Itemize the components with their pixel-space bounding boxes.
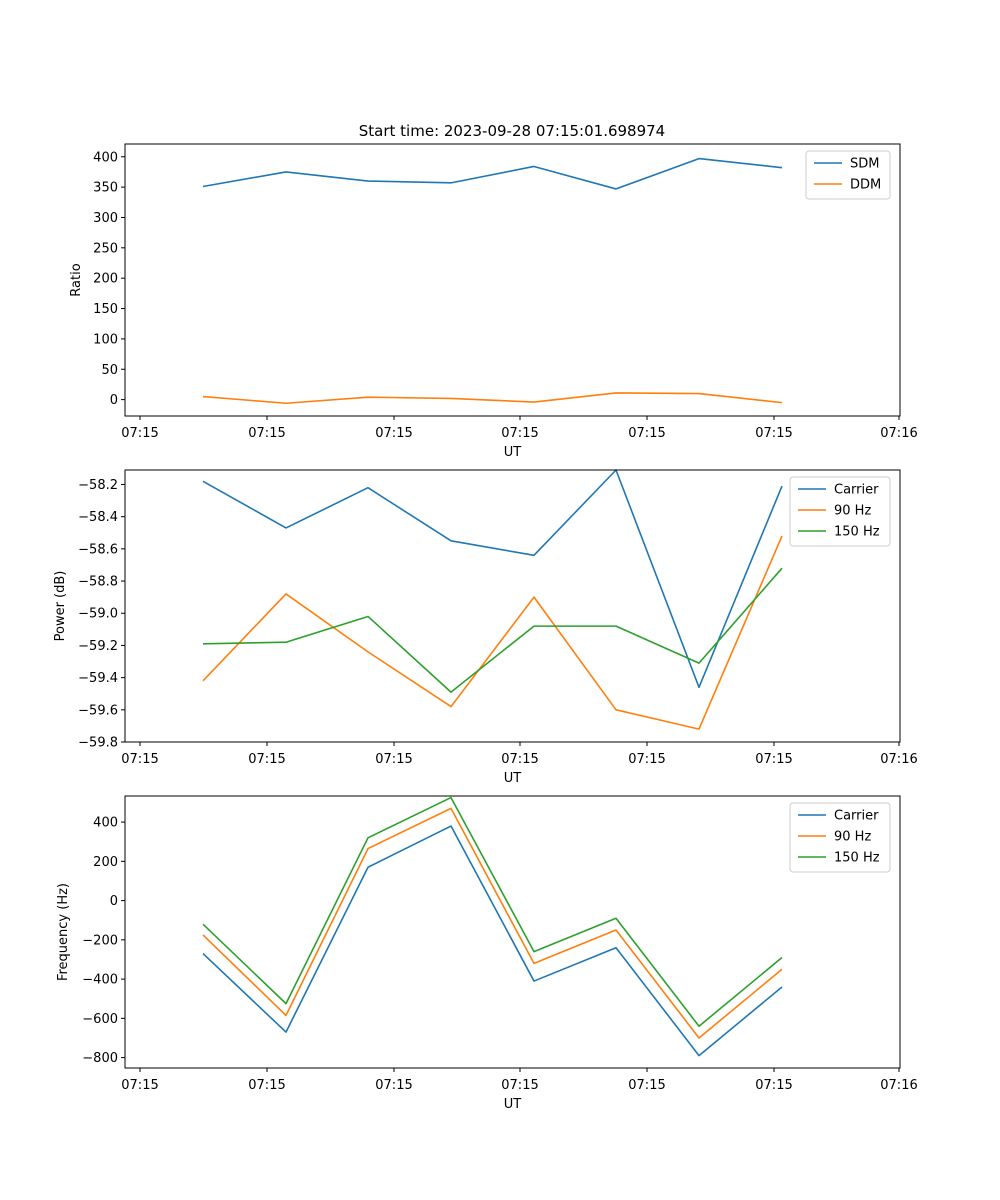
axes-frame — [124, 143, 901, 417]
x-tick-label: 07:16 — [880, 752, 917, 767]
y-tick-label: −800 — [82, 1051, 118, 1066]
series-line-ddm — [202, 392, 783, 405]
x-tick-label: 07:15 — [375, 752, 412, 767]
y-tick-label: −400 — [82, 973, 118, 988]
series-line-carrier — [202, 825, 783, 1057]
x-tick-label: 07:15 — [375, 1078, 412, 1093]
legend-entry-label: Carrier — [834, 809, 879, 824]
y-tick-label: 200 — [93, 272, 118, 287]
y-tick-label: −59.6 — [78, 703, 118, 718]
y-axis-label: Power (dB) — [53, 571, 68, 642]
y-tick-label: −59.4 — [78, 671, 118, 686]
y-tick-label: −600 — [82, 1012, 118, 1027]
x-tick-label: 07:16 — [880, 1078, 917, 1093]
legend-entry-label: DDM — [850, 178, 881, 193]
charts: 0 50 100 150 200 250 300 350 400 07:15 07:15 07:15 0… — [53, 143, 918, 1112]
y-tick-label: 0 — [110, 894, 118, 909]
legend-entry-label: 150 Hz — [834, 525, 880, 540]
chart-panel-3: −800 −600 −400 −200 0 200 400 07:15 07:15 07:15 07… — [56, 795, 918, 1112]
chart-panel-2: −59.8 −59.6 −59.4 −59.2 −59.0 −58.8 −58.6 −58.4… — [53, 469, 918, 786]
series-line-sdm — [202, 157, 783, 190]
series-line-carrier — [202, 469, 783, 689]
series-line-150-hz — [202, 567, 783, 693]
y-tick-label: −58.4 — [78, 510, 118, 525]
y-tick-label: 300 — [93, 211, 118, 226]
y-tick-label: 400 — [93, 816, 118, 831]
legend-box — [789, 802, 891, 873]
x-tick-label: 07:16 — [880, 426, 917, 441]
y-tick-label: 250 — [93, 241, 118, 256]
axes-frame — [124, 795, 901, 1069]
plot-area — [125, 796, 900, 1068]
legend-entry-label: Carrier — [834, 483, 879, 498]
x-tick-label: 07:15 — [501, 752, 538, 767]
x-tick-label: 07:15 — [501, 1078, 538, 1093]
x-axis-label: UT — [504, 771, 522, 786]
x-tick-label: 07:15 — [121, 752, 158, 767]
y-tick-label: 100 — [93, 332, 118, 347]
x-tick-label: 07:15 — [628, 1078, 665, 1093]
x-axis-label: UT — [504, 1097, 522, 1112]
legend-box — [789, 476, 891, 547]
y-tick-label: −58.6 — [78, 542, 118, 557]
figure-title: Start time: 2023-09-28 07:15:01.698974 — [359, 122, 665, 140]
y-tick-label: 50 — [101, 363, 118, 378]
y-tick-label: −59.2 — [78, 639, 118, 654]
y-tick-label: 200 — [93, 855, 118, 870]
y-axis-label: Ratio — [69, 263, 84, 296]
series-line-90-hz — [202, 807, 783, 1039]
legend-entry-label: SDM — [850, 157, 879, 172]
legend-entry-label: 90 Hz — [834, 504, 871, 519]
x-tick-label: 07:15 — [248, 752, 285, 767]
y-tick-label: −59.0 — [78, 607, 118, 622]
series-line-90-hz — [202, 535, 783, 730]
y-tick-label: −58.8 — [78, 575, 118, 590]
x-tick-label: 07:15 — [248, 426, 285, 441]
y-tick-label: −200 — [82, 933, 118, 948]
y-tick-label: 400 — [93, 150, 118, 165]
y-tick-label: 350 — [93, 181, 118, 196]
series-line-150-hz — [202, 796, 783, 1027]
y-axis-label: Frequency (Hz) — [56, 883, 71, 981]
x-tick-label: 07:15 — [755, 752, 792, 767]
x-tick-label: 07:15 — [755, 1078, 792, 1093]
y-tick-label: 150 — [93, 302, 118, 317]
legend-entry-label: 90 Hz — [834, 830, 871, 845]
x-tick-label: 07:15 — [248, 1078, 285, 1093]
x-tick-label: 07:15 — [501, 426, 538, 441]
legend: Carrier 90 Hz 150 Hz — [789, 476, 891, 547]
legend: SDM DDM — [805, 150, 891, 200]
axes-frame — [124, 469, 901, 743]
x-tick-label: 07:15 — [121, 426, 158, 441]
plot-area — [125, 470, 900, 742]
x-tick-label: 07:15 — [755, 426, 792, 441]
y-tick-label: −59.8 — [78, 736, 118, 751]
x-tick-label: 07:15 — [628, 752, 665, 767]
y-tick-label: −58.2 — [78, 478, 118, 493]
x-tick-label: 07:15 — [121, 1078, 158, 1093]
legend: Carrier 90 Hz 150 Hz — [789, 802, 891, 873]
legend-entry-label: 150 Hz — [834, 851, 880, 866]
x-tick-label: 07:15 — [375, 426, 412, 441]
y-tick-label: 0 — [110, 393, 118, 408]
plot-area — [125, 144, 900, 416]
x-axis-label: UT — [504, 445, 522, 460]
x-tick-label: 07:15 — [628, 426, 665, 441]
chart-panel-1: 0 50 100 150 200 250 300 350 400 07:15 07:15 07:15 0… — [69, 143, 918, 460]
